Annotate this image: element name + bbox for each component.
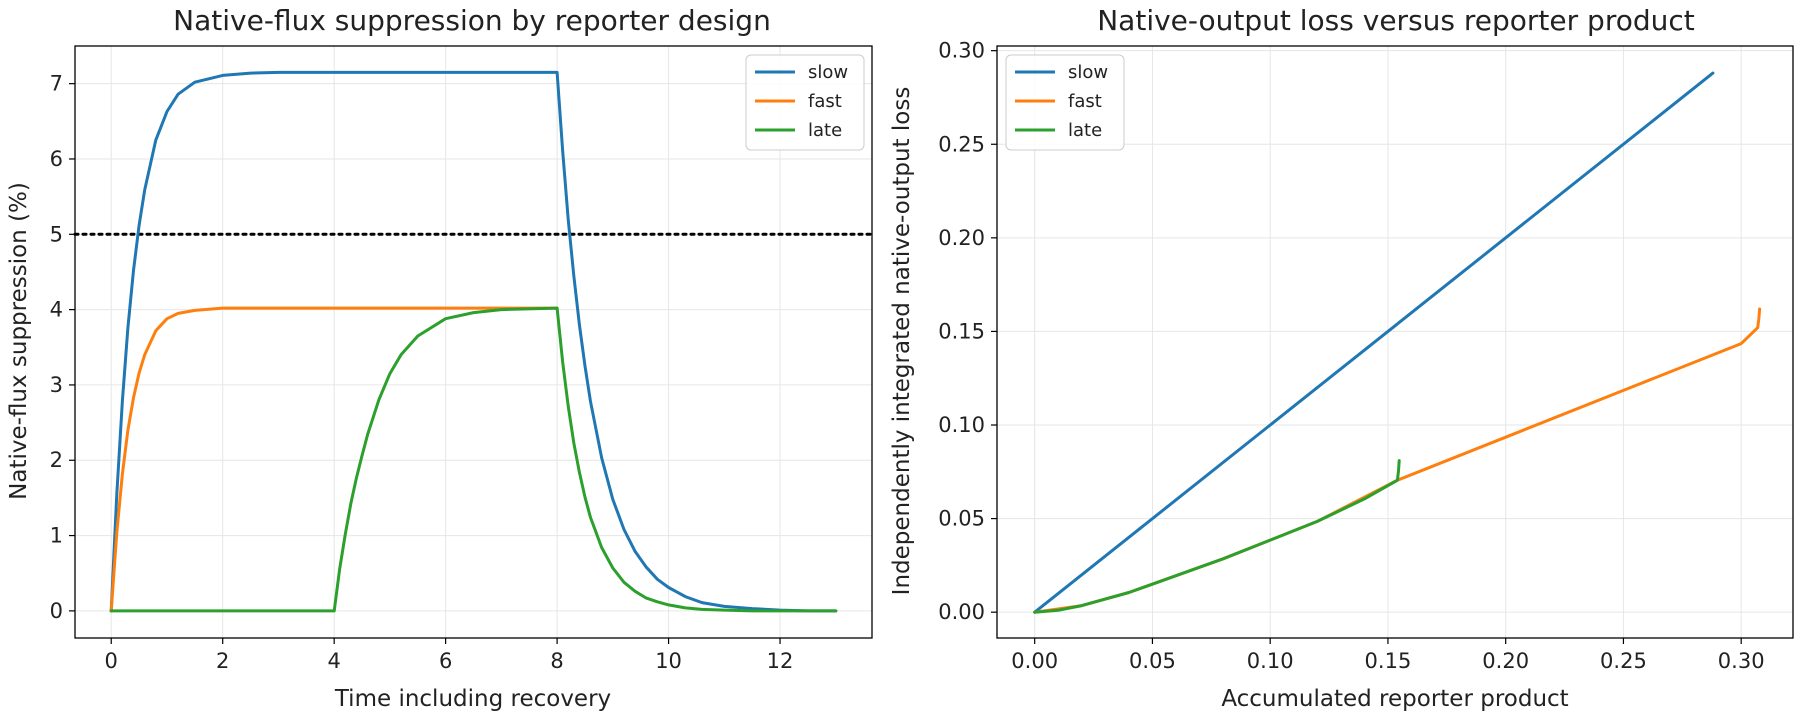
left-chart-panel: Native-flux suppression by reporter desi… [6,4,874,712]
x-tick-label: 0 [105,649,118,673]
series-line-slow [109,70,838,613]
legend-label-fast: fast [808,91,842,112]
right-y-axis-label: Independently integrated native-output l… [889,87,915,596]
right-chart-panel: Native-output loss versus reporter produ… [889,4,1794,712]
y-tick-label: 1 [50,524,63,548]
right-chart-title: Native-output loss versus reporter produ… [1097,4,1695,37]
x-tick-label: 0.00 [1011,649,1058,673]
left-y-axis-label: Native-flux suppression (%) [6,182,32,500]
y-tick-label: 3 [50,373,63,397]
legend-box [1005,54,1125,151]
right-legend: slow fast late [1005,54,1125,151]
right-axis-ticks: 0.00 0.05 0.10 0.15 0.20 0.25 0.30 0.00 0.05 0.10… [938,39,1764,673]
legend-box [745,54,865,151]
legend-label-late: late [808,120,842,141]
x-tick-label: 0.05 [1129,649,1176,673]
series-line-slow [1033,71,1715,614]
y-tick-label: 0.00 [938,600,985,624]
y-tick-label: 0.05 [938,507,985,531]
y-tick-label: 5 [50,222,63,246]
y-tick-label: 4 [50,298,63,322]
x-tick-label: 10 [655,649,682,673]
y-tick-label: 0.20 [938,226,985,250]
legend-label-slow: slow [808,62,848,83]
x-tick-label: 0.20 [1482,649,1529,673]
left-plot-area [73,70,874,613]
left-chart-title: Native-flux suppression by reporter desi… [173,4,771,37]
x-tick-label: 0.15 [1365,649,1412,673]
series-line-late [1033,459,1401,614]
x-tick-label: 0.25 [1600,649,1647,673]
right-plot-area [1033,71,1762,614]
y-tick-label: 0.15 [938,319,985,343]
legend-label-late: late [1068,120,1102,141]
right-x-axis-label: Accumulated reporter product [1221,686,1568,712]
legend-label-fast: fast [1068,91,1102,112]
left-legend: slow fast late [745,54,865,151]
y-tick-label: 0.25 [938,132,985,156]
y-tick-label: 7 [50,72,63,96]
y-tick-label: 2 [50,448,63,472]
right-axes-frame [996,45,1794,639]
y-tick-label: 6 [50,147,63,171]
x-tick-label: 12 [767,649,794,673]
x-tick-label: 0.10 [1247,649,1294,673]
x-tick-label: 0.30 [1718,649,1765,673]
series-line-late [109,306,838,613]
y-tick-label: 0 [50,599,63,623]
x-tick-label: 8 [550,649,563,673]
y-tick-label: 0.30 [938,39,985,63]
x-tick-label: 4 [327,649,340,673]
x-tick-label: 6 [439,649,452,673]
left-axes-frame [74,45,873,639]
series-line-fast [109,306,559,613]
y-tick-label: 0.10 [938,413,985,437]
x-tick-label: 2 [216,649,229,673]
left-x-axis-label: Time including recovery [334,686,611,712]
legend-label-slow: slow [1068,62,1108,83]
